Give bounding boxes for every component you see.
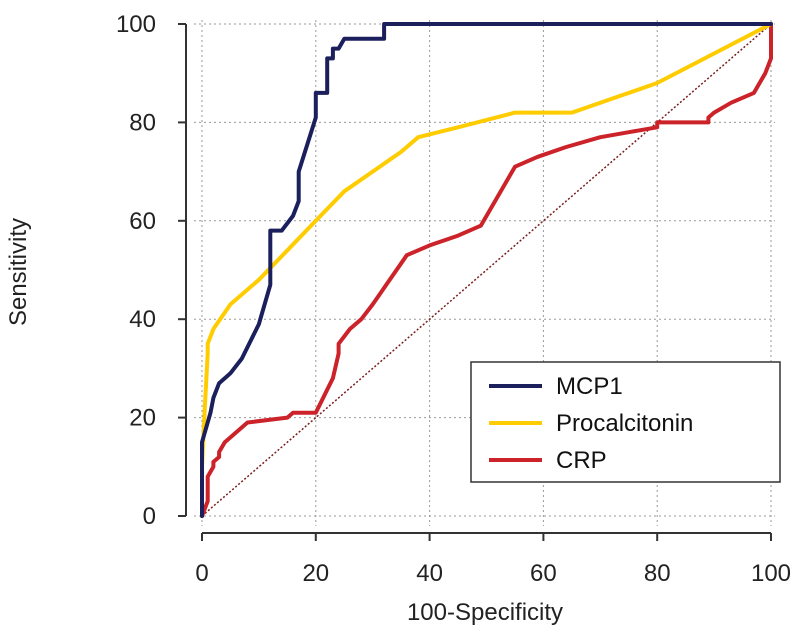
x-tick-label-80: 80 <box>644 560 671 587</box>
y-tick-label-0: 0 <box>143 503 156 530</box>
y-tick-label-20: 20 <box>129 405 156 432</box>
y-axis-title: Sensitivity <box>5 218 32 326</box>
x-axis-title: 100-Specificity <box>407 599 563 626</box>
x-tick-label-20: 20 <box>302 560 329 587</box>
reference-line-layer <box>201 23 772 517</box>
legend: MCP1 Procalcitonin CRP <box>470 361 781 483</box>
y-tick-label-100: 100 <box>116 11 156 38</box>
tick-labels: 0 20 40 60 80 100 0 20 40 60 80 100 <box>116 11 791 587</box>
x-tick-label-0: 0 <box>195 560 208 587</box>
y-tick-label-80: 80 <box>129 109 156 136</box>
series-line-crp <box>200 22 773 518</box>
x-tick-label-100: 100 <box>751 560 791 587</box>
x-tick-label-40: 40 <box>416 560 443 587</box>
series-layer <box>200 22 773 518</box>
y-tick-label-60: 60 <box>129 208 156 235</box>
series-line-mcp1 <box>200 22 773 518</box>
series-line-procalcitonin <box>200 22 773 518</box>
legend-label-crp: CRP <box>556 447 607 474</box>
y-tick-label-40: 40 <box>129 306 156 333</box>
reference-diagonal-line <box>201 23 772 517</box>
legend-label-procalcitonin: Procalcitonin <box>556 410 693 437</box>
axes <box>178 23 772 541</box>
x-tick-label-60: 60 <box>530 560 557 587</box>
legend-label-mcp1: MCP1 <box>556 373 623 400</box>
